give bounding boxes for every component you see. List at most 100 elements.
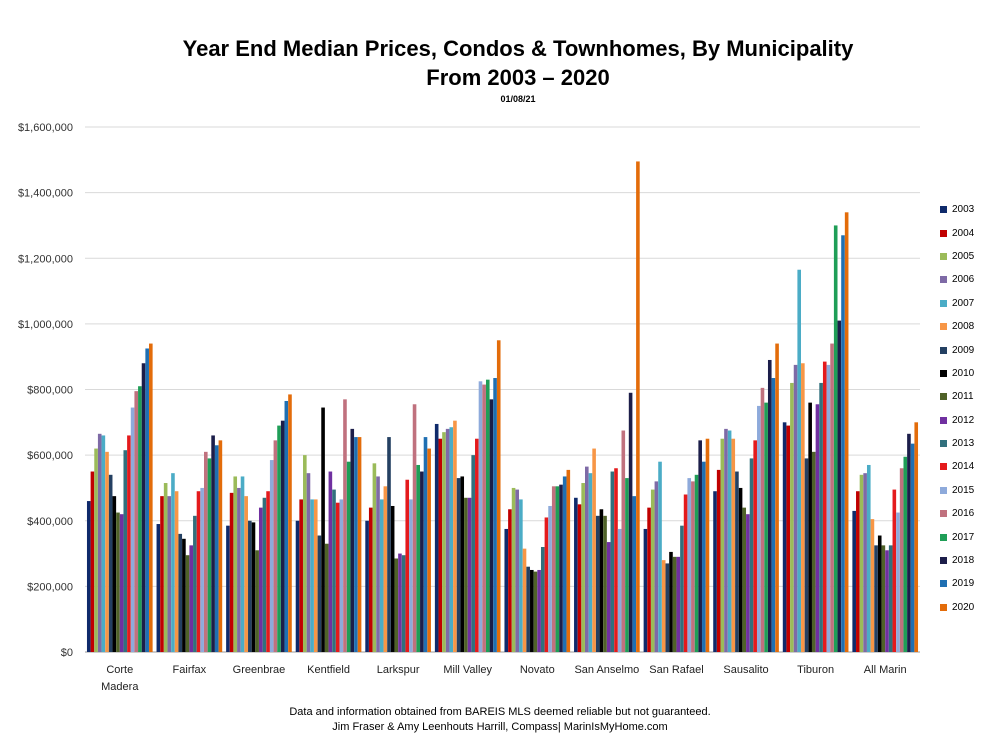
bar	[280, 420, 285, 652]
bar	[390, 505, 395, 652]
bar	[420, 471, 424, 652]
bar	[269, 460, 274, 652]
bar	[112, 496, 117, 652]
bar	[434, 423, 439, 652]
bar	[240, 476, 245, 652]
bar	[680, 525, 684, 652]
legend-label: 2015	[952, 484, 975, 496]
y-tick-label: $600,000	[27, 450, 73, 462]
bar	[614, 468, 618, 652]
bar	[822, 361, 827, 652]
y-tick-label: $1,600,000	[18, 122, 73, 134]
bar	[540, 547, 545, 652]
bar	[812, 451, 816, 652]
bar	[771, 378, 776, 652]
bar	[193, 515, 197, 652]
bar	[738, 487, 743, 652]
bar	[551, 486, 556, 652]
bar	[661, 560, 666, 653]
bar	[394, 558, 399, 652]
chart-title: Year End Median Prices, Condos & Townhom…	[182, 36, 854, 61]
bar	[727, 430, 732, 652]
bar	[632, 496, 637, 652]
legend-swatch	[940, 229, 947, 237]
bar	[211, 435, 215, 652]
bar	[248, 520, 252, 652]
bar	[760, 387, 765, 652]
bars	[86, 161, 919, 653]
x-tick-label: San Rafael	[649, 664, 703, 676]
bar	[167, 496, 172, 652]
bar	[496, 340, 501, 652]
bar	[204, 451, 208, 652]
bar	[519, 499, 523, 652]
legend-swatch	[940, 580, 947, 588]
bar	[650, 489, 655, 652]
bar	[548, 505, 552, 652]
bar	[874, 545, 878, 652]
bar	[647, 507, 651, 653]
bar	[266, 491, 270, 652]
bar	[672, 556, 677, 652]
bar	[214, 445, 219, 652]
bar	[343, 399, 347, 652]
bar	[881, 545, 886, 652]
bar	[335, 502, 340, 652]
bar	[581, 483, 585, 652]
bar	[801, 363, 805, 652]
bar	[808, 402, 812, 653]
bar	[606, 542, 611, 652]
bar	[86, 501, 91, 652]
legend-item: 2018	[940, 549, 974, 572]
bar	[775, 343, 779, 652]
bar	[405, 479, 410, 652]
bar	[138, 386, 142, 652]
bar	[731, 438, 736, 652]
bar	[654, 481, 659, 653]
bar	[258, 507, 263, 653]
footer-credit: Jim Fraser & Amy Leenhouts Harrill, Comp…	[332, 721, 668, 733]
legend-swatch	[940, 440, 947, 448]
legend-label: 2009	[952, 344, 975, 356]
legend-label: 2006	[952, 274, 975, 286]
x-axis-labels: Corte Madera Fairfax Greenbrae Kentfield Lark…	[101, 664, 906, 693]
x-tick-label: Larkspur	[377, 664, 420, 676]
bar	[218, 440, 223, 652]
bar	[123, 450, 128, 652]
bar	[262, 497, 267, 652]
bar	[200, 487, 204, 652]
bar	[303, 455, 307, 653]
bar	[790, 382, 794, 652]
bar	[870, 519, 875, 652]
bar	[844, 212, 849, 652]
x-tick-label: Kentfield	[307, 664, 350, 676]
legend-item: 2012	[940, 409, 974, 432]
bar	[899, 468, 904, 652]
bar	[562, 476, 567, 652]
legend-swatch	[940, 486, 947, 494]
bar	[888, 545, 893, 652]
bar	[595, 515, 600, 652]
legend-label: 2019	[952, 578, 975, 590]
bar	[387, 437, 391, 652]
bar	[368, 507, 373, 653]
bar	[376, 476, 380, 652]
legend-label: 2012	[952, 414, 975, 426]
bar	[826, 364, 831, 652]
bar	[288, 394, 292, 652]
bar	[401, 555, 406, 652]
bar	[229, 492, 234, 652]
legend-item: 2006	[940, 268, 974, 291]
bar	[786, 425, 791, 652]
legend-label: 2004	[952, 227, 975, 239]
bar	[383, 486, 388, 652]
bar	[636, 161, 640, 652]
bar	[412, 404, 417, 652]
bar	[698, 440, 702, 652]
bar	[592, 448, 596, 652]
legend-item: 2004	[940, 221, 974, 244]
y-tick-label: $1,400,000	[18, 188, 73, 200]
legend-swatch	[940, 299, 947, 307]
legend-label: 2014	[952, 461, 975, 473]
bar	[724, 428, 728, 653]
